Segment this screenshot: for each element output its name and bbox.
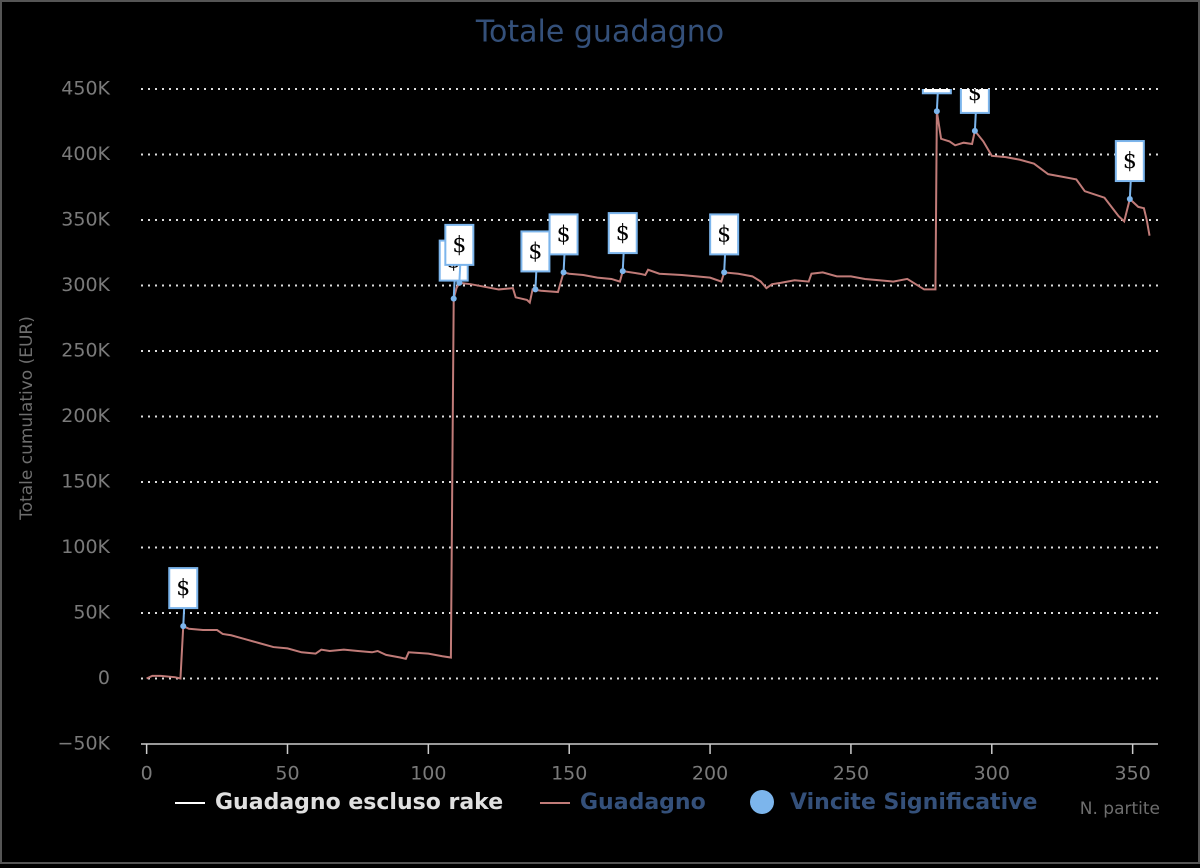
flag-point [180, 623, 187, 630]
flag-point [933, 108, 940, 115]
flag-stem [534, 269, 538, 290]
line [146, 111, 1151, 680]
legend-label: Guadagno [580, 790, 706, 815]
legend-symbol [750, 790, 774, 814]
flag [607, 212, 638, 255]
legend-label: Guadagno escluso rake [215, 790, 503, 815]
plot-area: −50K 0 50K 100K 150K 200K 250K 300K 350K 400K 450K… [57, 78, 1160, 785]
flag-stem [973, 110, 977, 131]
flag-point [456, 279, 463, 286]
flag-label: $ [1123, 149, 1137, 174]
flag-stem [723, 252, 727, 273]
x-tick-label: 100 [410, 763, 446, 785]
chart-title: Totale guadagno [475, 15, 724, 50]
flag-label: $ [176, 576, 190, 601]
y-tick-label: 150K [61, 471, 110, 493]
flag [959, 89, 990, 114]
x-tick-label: 300 [974, 763, 1010, 785]
flags: $$$$$$$$$$ [168, 81, 1145, 630]
y-tick-label: 400K [61, 143, 110, 165]
flag-label: $ [528, 239, 542, 264]
flag-point [532, 286, 539, 293]
y-tick-label: 250K [61, 340, 110, 362]
flag-point [971, 127, 978, 134]
y-tick-label: 350K [61, 209, 110, 231]
x-tick-label: 50 [275, 763, 299, 785]
x-tick-label: 350 [1115, 763, 1151, 785]
x-axis-title: N. partite [1080, 799, 1160, 819]
flag-label: $ [717, 222, 731, 247]
flag-stem [458, 262, 462, 283]
flag-point [450, 295, 457, 302]
flag-label: $ [616, 221, 630, 246]
y-axis-title: Totale cumulativo (EUR) [17, 316, 37, 521]
flag-stem [935, 91, 939, 112]
flag-label: $ [557, 222, 571, 247]
y-tick-label: −50K [57, 733, 110, 755]
y-tick-label: 200K [61, 405, 110, 427]
y-tick-label: 50K [73, 602, 110, 624]
x-tick-label: 150 [551, 763, 587, 785]
flag-point [721, 269, 728, 276]
y-tick-label: 0 [98, 667, 110, 689]
flag-point [619, 268, 626, 275]
y-tick-label: 300K [61, 274, 110, 296]
flag-stem [452, 278, 456, 299]
legend: Guadagno escluso rake Guadagno Vincite Sig… [175, 790, 1037, 815]
flag [921, 89, 952, 95]
flag [1114, 140, 1145, 183]
flag-stem [182, 606, 186, 627]
flag [520, 230, 551, 273]
y-tick-label: 450K [61, 78, 110, 100]
flag-point [1126, 196, 1133, 203]
flag-stem [562, 252, 566, 273]
x-tick-label: 250 [833, 763, 869, 785]
x-tick-label: 200 [692, 763, 728, 785]
flag-label: $ [452, 233, 466, 258]
flag-stem [621, 251, 625, 272]
flag-label: $ [968, 81, 982, 106]
flag [168, 567, 199, 610]
flag-stem [1128, 178, 1132, 200]
flag [709, 213, 740, 256]
flag [548, 213, 579, 256]
flag-point [560, 269, 567, 276]
y-tick-label: 100K [61, 536, 110, 558]
legend-label: Vincite Significative [790, 790, 1037, 815]
flag [444, 223, 475, 266]
x-tick-label: 0 [141, 763, 153, 785]
